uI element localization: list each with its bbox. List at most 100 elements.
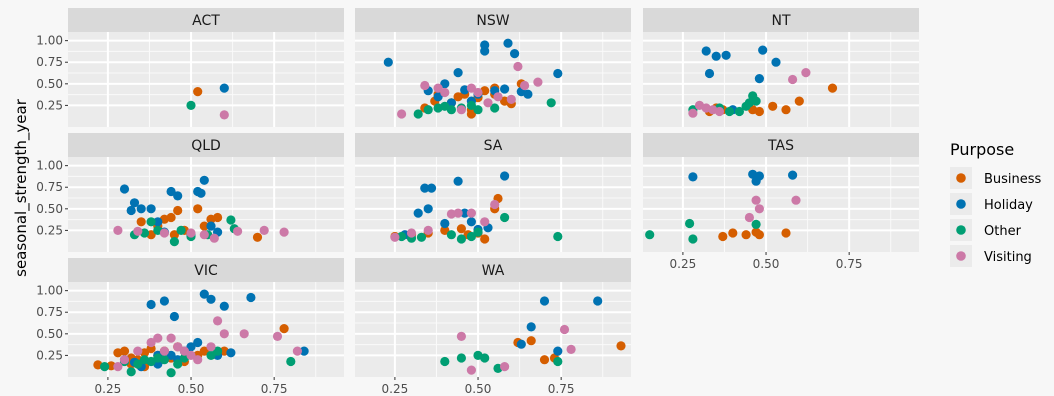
point-vic-holiday xyxy=(199,289,209,299)
point-nsw-visiting xyxy=(420,80,430,91)
panel-nt: NT xyxy=(643,8,919,127)
point-wa-other xyxy=(440,356,450,367)
y-tick-label: 0.25 xyxy=(36,348,63,362)
point-vic-other xyxy=(100,362,110,372)
point-nsw-other xyxy=(473,105,483,115)
strip-label-nt: NT xyxy=(771,13,790,29)
point-sa-visiting xyxy=(406,228,417,238)
point-tas-business xyxy=(728,228,738,238)
point-nt-holiday xyxy=(758,45,768,55)
legend-swatch-holiday xyxy=(956,199,966,209)
point-wa-other xyxy=(553,356,563,367)
point-sa-other xyxy=(397,231,407,242)
panel-nsw: NSW xyxy=(355,8,631,127)
point-nsw-holiday xyxy=(500,84,510,94)
x-tick-label: 0.75 xyxy=(548,382,575,396)
x-tick-label: 0.25 xyxy=(670,257,697,271)
legend-swatch-visiting xyxy=(956,251,966,261)
point-nsw-visiting xyxy=(483,98,493,108)
panel-vic: VIC xyxy=(68,258,344,378)
point-vic-business xyxy=(279,324,289,334)
point-sa-visiting xyxy=(423,225,433,235)
point-nt-holiday xyxy=(704,68,715,79)
point-sa-visiting xyxy=(480,217,490,227)
y-tick-label: 0.50 xyxy=(36,202,63,216)
point-nsw-visiting xyxy=(513,61,523,72)
point-vic-holiday xyxy=(186,342,196,352)
point-nsw-visiting xyxy=(533,77,543,87)
point-nsw-visiting xyxy=(433,83,443,93)
point-nt-holiday xyxy=(721,50,731,60)
point-vic-visiting xyxy=(186,350,196,360)
strip-wa xyxy=(355,258,631,282)
point-qld-holiday xyxy=(136,204,146,214)
point-tas-holiday xyxy=(754,171,765,181)
point-qld-holiday xyxy=(129,198,140,208)
strip-label-act: ACT xyxy=(192,13,220,29)
point-nsw-holiday xyxy=(440,79,450,89)
point-nt-holiday xyxy=(754,74,765,84)
point-wa-visiting xyxy=(456,331,466,341)
point-nsw-visiting xyxy=(520,80,530,91)
legend-label-other: Other xyxy=(984,224,1022,239)
legend-swatch-other xyxy=(956,225,966,235)
point-nsw-visiting xyxy=(397,109,407,119)
point-wa-business xyxy=(539,355,550,365)
strip-nsw xyxy=(355,8,631,32)
x-tick-label: 0.50 xyxy=(753,257,780,271)
strip-label-sa: SA xyxy=(484,138,503,154)
point-sa-holiday xyxy=(426,183,437,193)
point-tas-holiday xyxy=(688,172,698,182)
y-tick-label: 0.25 xyxy=(36,98,63,112)
point-qld-holiday xyxy=(199,175,209,185)
strip-sa xyxy=(355,133,631,157)
point-sa-holiday xyxy=(466,217,476,227)
point-vic-other xyxy=(126,367,136,377)
point-vic-visiting xyxy=(206,342,216,352)
point-act-business xyxy=(193,87,203,97)
point-wa-holiday xyxy=(553,346,563,356)
point-vic-holiday xyxy=(206,294,216,304)
point-qld-holiday xyxy=(166,186,176,197)
y-tick-label: 1.00 xyxy=(36,159,63,173)
point-qld-other xyxy=(226,215,236,225)
point-qld-other xyxy=(176,225,186,235)
point-tas-business xyxy=(754,230,765,240)
point-qld-holiday xyxy=(146,204,156,214)
point-nt-business xyxy=(781,105,791,115)
y-tick-label: 0.50 xyxy=(36,77,63,91)
point-nsw-holiday xyxy=(509,49,520,59)
strip-label-tas: TAS xyxy=(767,138,794,154)
point-vic-visiting xyxy=(159,346,169,356)
panel-qld: QLD xyxy=(68,133,344,252)
point-nt-other xyxy=(724,106,735,117)
strip-label-nsw: NSW xyxy=(476,13,509,29)
point-nt-other xyxy=(734,106,745,117)
point-sa-holiday xyxy=(460,208,470,218)
point-qld-visiting xyxy=(233,226,243,236)
point-qld-visiting xyxy=(133,226,143,236)
point-nt-visiting xyxy=(788,74,798,85)
point-nt-business xyxy=(827,83,838,93)
point-vic-visiting xyxy=(272,331,283,341)
y-tick-label: 0.75 xyxy=(36,180,63,194)
point-nt-holiday xyxy=(771,57,781,67)
strip-label-wa: WA xyxy=(482,263,505,279)
strip-label-vic: VIC xyxy=(194,263,218,279)
point-qld-holiday xyxy=(126,205,136,216)
point-vic-holiday xyxy=(246,292,256,303)
point-vic-visiting xyxy=(219,329,229,339)
point-tas-business xyxy=(741,230,751,240)
point-tas-visiting xyxy=(744,212,755,223)
point-vic-visiting xyxy=(173,342,183,352)
point-act-holiday xyxy=(219,83,229,93)
plot-background xyxy=(643,157,919,252)
point-nt-visiting xyxy=(688,108,698,118)
point-nsw-visiting xyxy=(440,87,450,98)
point-sa-visiting xyxy=(453,208,463,218)
point-nsw-visiting xyxy=(506,94,516,104)
point-vic-visiting xyxy=(166,333,176,343)
point-vic-visiting xyxy=(179,346,189,356)
point-wa-other xyxy=(480,353,490,363)
point-nsw-holiday xyxy=(523,89,533,99)
